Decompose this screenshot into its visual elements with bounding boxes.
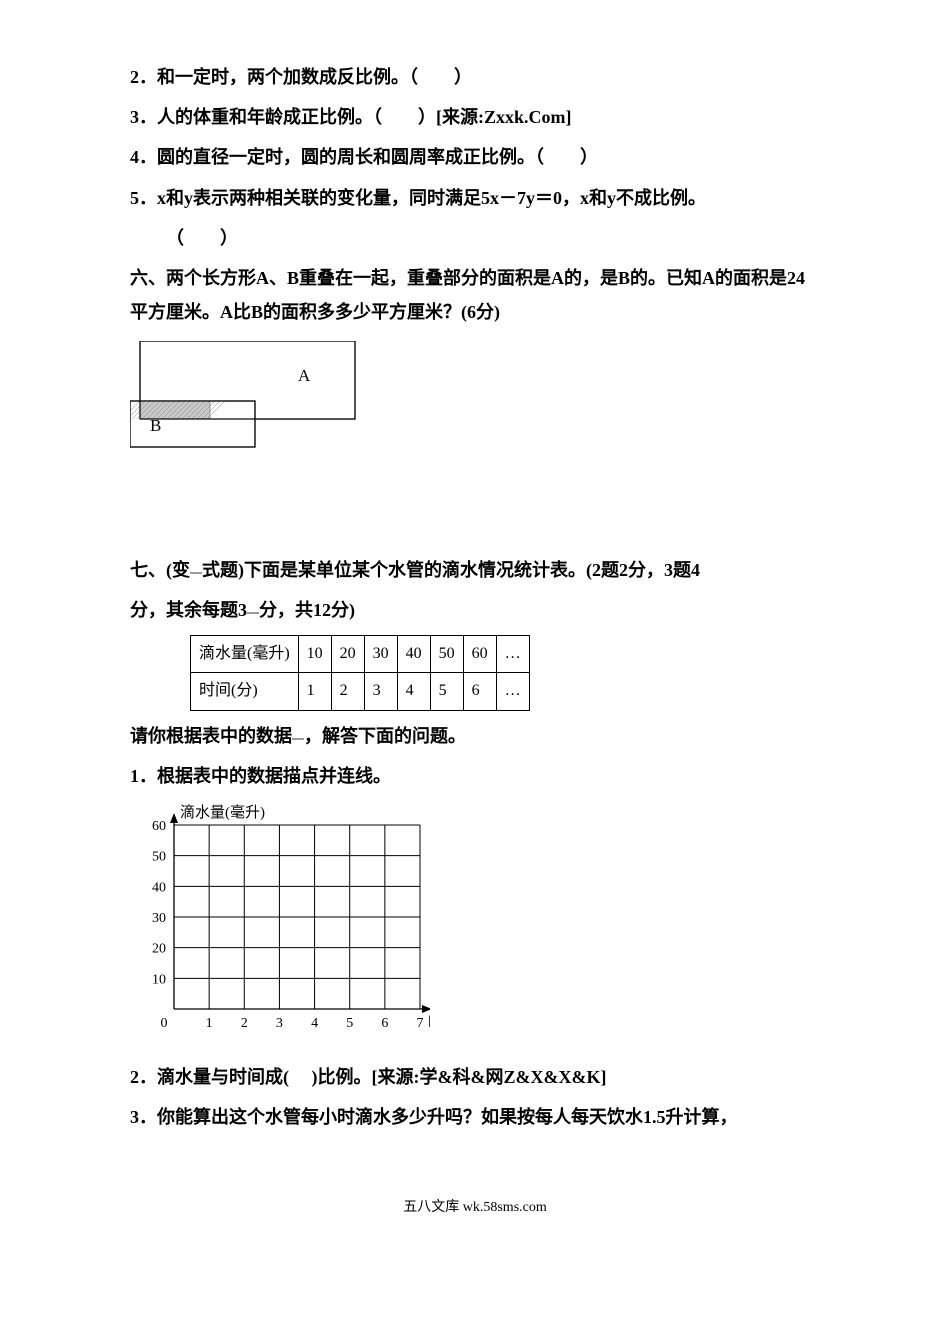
- table-header-value: 50: [430, 635, 463, 672]
- svg-text:10: 10: [152, 972, 166, 987]
- data-table: 滴水量(毫升)102030405060… 时间(分)123456…: [190, 635, 820, 711]
- table-row-value: …: [496, 673, 529, 710]
- table-header-value: 20: [331, 635, 364, 672]
- table-row-value: 2: [331, 673, 364, 710]
- svg-text:A: A: [298, 366, 311, 385]
- table-header-value: 60: [463, 635, 496, 672]
- svg-text:滴水量(毫升): 滴水量(毫升): [180, 803, 265, 821]
- section-7-text-b: 式题)下面是某单位某个水管的滴水情况统计表。(2题2分，3题4: [202, 560, 700, 580]
- table-row-value: 6: [463, 673, 496, 710]
- section-6: 六、两个长方形A、B重叠在一起，重叠部分的面积是A的，是B的。已知A的面积是24…: [130, 261, 820, 329]
- question-2: 2．和一定时，两个加数成反比例。（ ）: [130, 60, 820, 94]
- svg-text:2: 2: [241, 1016, 248, 1031]
- svg-text:7: 7: [417, 1016, 424, 1031]
- svg-text:60: 60: [152, 819, 166, 834]
- table-row-value: 4: [397, 673, 430, 710]
- svg-text:3: 3: [276, 1016, 283, 1031]
- table-header-value: 40: [397, 635, 430, 672]
- dash-icon: [190, 566, 202, 576]
- table-header-label: 滴水量(毫升): [191, 635, 299, 672]
- section-7-q2-a: 2．滴水量与时间成(: [130, 1067, 289, 1087]
- question-5-paren: （ ）: [130, 221, 820, 255]
- table-row-value: 1: [298, 673, 331, 710]
- svg-text:1: 1: [206, 1016, 213, 1031]
- svg-text:时间(分): 时间(分): [428, 1014, 430, 1031]
- question-3: 3．人的体重和年龄成正比例。（ ）[来源:Zxxk.Com]: [130, 100, 820, 134]
- svg-text:50: 50: [152, 850, 166, 865]
- dash-icon: [292, 732, 304, 742]
- section-7-q3: 3．你能算出这个水管每小时滴水多少升吗？如果按每人每天饮水1.5升计算，: [130, 1100, 820, 1134]
- table-row-label: 时间(分): [191, 673, 299, 710]
- table-row-value: 3: [364, 673, 397, 710]
- svg-text:6: 6: [381, 1016, 388, 1031]
- rect-overlap-diagram: AB: [130, 341, 820, 472]
- question-5: 5．x和y表示两种相关联的变化量，同时满足5x－7y＝0，x和y不成比例。: [130, 181, 820, 215]
- page-footer: 五八文库 wk.58sms.com: [130, 1195, 820, 1222]
- section-7-line2: 分，其余每题3 分，共12分): [130, 593, 820, 627]
- svg-text:5: 5: [346, 1016, 353, 1031]
- svg-text:30: 30: [152, 911, 166, 926]
- table-header-value: …: [496, 635, 529, 672]
- question-4: 4．圆的直径一定时，圆的周长和圆周率成正比例。（ ）: [130, 140, 820, 174]
- section-7: 七、(变式题)下面是某单位某个水管的滴水情况统计表。(2题2分，3题4: [130, 553, 820, 587]
- line-chart: 滴水量(毫升) 10 20 30 40 50 60 1 2 3 4 5 6 7 0 时间(分): [130, 799, 820, 1050]
- table-instruction-a: 请你根据表中的数据: [130, 726, 292, 746]
- section-7-q2-b: )比例。[来源:学&科&网Z&X&X&K]: [312, 1067, 607, 1087]
- svg-text:B: B: [150, 416, 161, 435]
- svg-text:0: 0: [161, 1016, 168, 1031]
- table-header-value: 30: [364, 635, 397, 672]
- table-instruction-b: ，解答下面的问题。: [304, 726, 466, 746]
- section-7-text-d: 分，共12分): [259, 600, 355, 620]
- svg-text:4: 4: [311, 1016, 318, 1031]
- svg-text:40: 40: [152, 880, 166, 895]
- section-7-q2: 2．滴水量与时间成( )比例。[来源:学&科&网Z&X&X&K]: [130, 1060, 820, 1094]
- table-instruction: 请你根据表中的数据 ，解答下面的问题。: [130, 719, 820, 753]
- section-7-text-a: 七、(变: [130, 560, 190, 580]
- svg-text:20: 20: [152, 942, 166, 957]
- section-7-text-c: 分，其余每题3: [130, 600, 247, 620]
- dash-icon: [247, 606, 259, 616]
- table-row-value: 5: [430, 673, 463, 710]
- table-header-value: 10: [298, 635, 331, 672]
- section-7-q1: 1．根据表中的数据描点并连线。: [130, 759, 820, 793]
